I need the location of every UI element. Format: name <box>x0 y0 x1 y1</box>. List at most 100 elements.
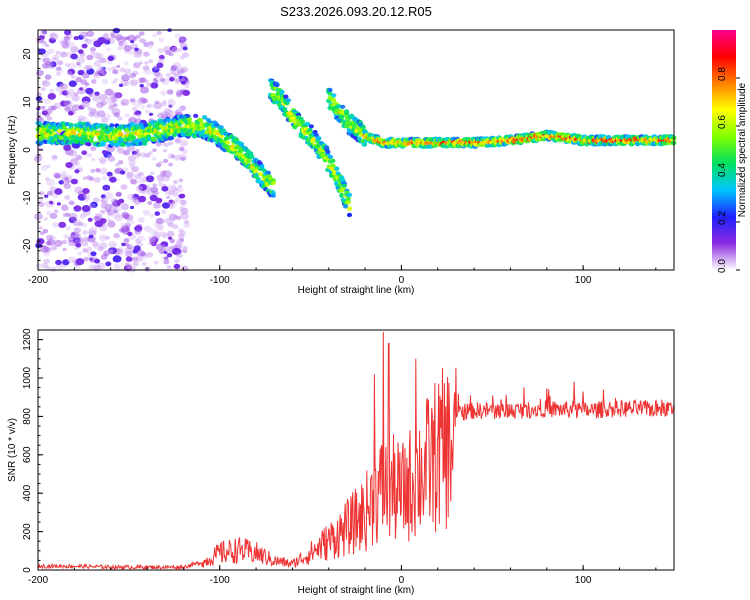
spectrogram-cell <box>101 197 109 204</box>
spectrogram-cell <box>63 234 70 239</box>
spectrogram-cell <box>90 79 97 84</box>
spectrogram-cell <box>128 117 137 124</box>
colorbar-tick-label: 0.0 <box>717 259 728 273</box>
spectrogram-cell <box>86 30 95 37</box>
spectrogram-cell <box>64 195 71 201</box>
spectrogram-cell <box>299 119 305 124</box>
spectrogram-cell <box>64 63 70 67</box>
x-tick-label: -100 <box>210 575 230 586</box>
spectrogram-cell <box>131 256 139 262</box>
spectrogram-cell <box>39 231 45 236</box>
spectrogram-cell <box>325 149 331 154</box>
spectrogram-cell <box>67 68 76 75</box>
spectrogram-x-ticks: -200 -100 0 100 <box>28 265 657 286</box>
spectrogram-cell <box>238 143 245 148</box>
spectrogram-cell <box>129 178 137 185</box>
spectrogram-cell <box>81 96 91 104</box>
spectrogram-cell <box>132 70 139 76</box>
spectrogram-cell <box>101 150 108 155</box>
spectrogram-cell <box>180 66 189 73</box>
spectrogram-cell <box>46 239 56 246</box>
spectrogram-cell <box>270 93 276 98</box>
x-tick-label: -200 <box>28 275 48 286</box>
spectrogram-cell <box>218 125 224 130</box>
spectrogram-cell <box>77 221 84 226</box>
spectrogram-cell <box>55 259 62 266</box>
spectrogram-cell <box>44 61 54 68</box>
spectrogram-cell <box>259 164 265 169</box>
spectrogram-cell <box>60 203 69 210</box>
spectrogram-cell <box>55 86 64 93</box>
spectrogram-cell <box>93 52 101 59</box>
spectrogram-cell <box>165 49 172 55</box>
spectrogram-cell <box>48 235 57 242</box>
spectrogram-cell <box>154 211 161 216</box>
spectrogram-cell <box>122 213 130 220</box>
spectrogram-cell <box>121 211 130 219</box>
spectrogram-cell <box>65 162 73 168</box>
spectrogram-cell <box>61 41 70 48</box>
spectrogram-cell <box>178 37 187 44</box>
spectrogram-cell <box>149 171 155 176</box>
spectrogram-cell <box>77 115 85 122</box>
spectrogram-cell <box>341 183 347 188</box>
spectrogram-cell <box>164 111 169 116</box>
spectrogram-cell <box>142 98 149 104</box>
x-tick-label: -100 <box>210 275 230 286</box>
spectrogram-cell <box>183 127 189 132</box>
spectrogram-cell <box>141 261 147 266</box>
spectrogram-cell <box>163 259 170 265</box>
spectrogram-cell <box>45 234 54 241</box>
spectrogram-cell <box>150 241 157 247</box>
spectrogram-cell <box>111 80 117 84</box>
spectrogram-cell <box>164 256 169 260</box>
spectrogram-cell <box>158 249 165 255</box>
spectrogram-cell <box>180 207 189 215</box>
spectrogram-cell <box>308 124 314 129</box>
spectrogram-cell <box>125 256 133 262</box>
spectrogram-cell <box>53 209 59 214</box>
spectrogram-cell <box>152 104 159 109</box>
spectrogram-cell <box>152 183 157 187</box>
spectrogram-cell <box>346 212 353 218</box>
spectrogram-cell <box>67 236 76 243</box>
spectrogram-cell <box>96 66 105 74</box>
x-tick-label: 0 <box>399 275 405 286</box>
x-tick-label: 100 <box>575 575 592 586</box>
spectrogram-cell <box>136 249 146 257</box>
spectrogram-cell <box>148 240 155 246</box>
spectrogram-cell <box>161 209 167 214</box>
spectrogram-cell <box>131 197 138 203</box>
spectrogram-cell <box>49 61 57 68</box>
spectrogram-cell <box>78 104 85 110</box>
spectrogram-cell <box>44 194 49 198</box>
spectrogram-cell <box>174 199 179 203</box>
spectrogram-cell <box>145 175 155 183</box>
spectrogram-cell <box>170 65 180 73</box>
spectrogram-cell <box>62 179 70 186</box>
spectrogram-cell <box>121 225 130 233</box>
spectrogram-cell <box>77 69 85 76</box>
spectrogram-cell <box>83 236 90 242</box>
spectrogram-cell <box>182 89 191 96</box>
spectrogram-cell <box>169 45 178 52</box>
spectrogram-cell <box>125 36 131 41</box>
spectrogram-cell <box>99 209 105 214</box>
spectrogram-cell <box>169 67 174 72</box>
spectrogram-cell <box>173 180 178 184</box>
spectrogram-cell <box>156 62 164 69</box>
spectrogram-cell <box>173 187 181 194</box>
spectrogram-cell <box>134 238 142 244</box>
spectrogram-cell <box>354 132 360 137</box>
spectrogram-cell <box>83 65 91 71</box>
spectrogram-cell <box>114 34 123 41</box>
spectrogram-cell <box>132 261 139 267</box>
spectrogram-cell <box>45 43 50 48</box>
spectrogram-cell <box>178 178 184 183</box>
spectrogram-cell <box>198 118 204 123</box>
y-tick-label: 1200 <box>22 328 33 351</box>
spectrogram-cell <box>106 59 113 65</box>
spectrogram-cell <box>43 251 50 257</box>
spectrogram-cell <box>94 114 100 119</box>
spectrogram-cell <box>129 73 136 79</box>
